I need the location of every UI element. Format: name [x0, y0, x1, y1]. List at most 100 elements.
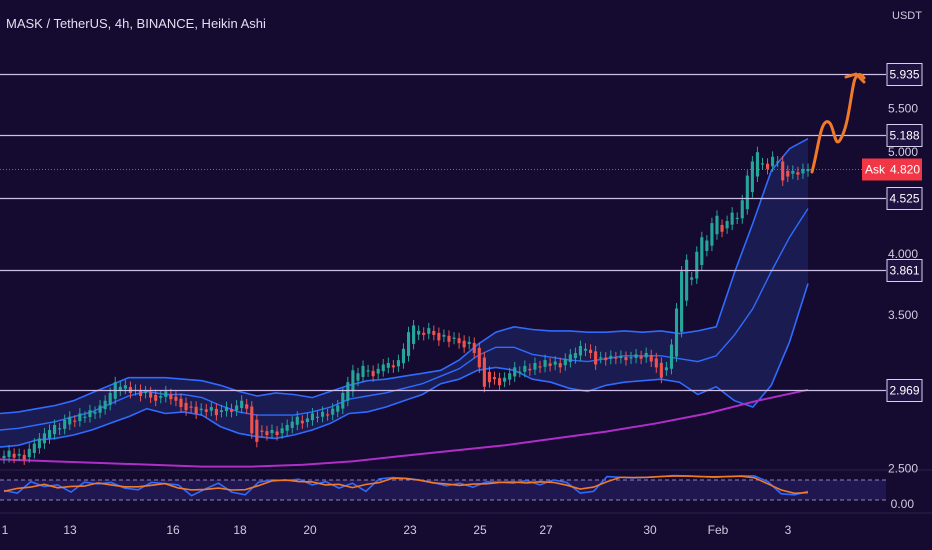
candle-body[interactable]: [53, 424, 57, 435]
candle-body[interactable]: [477, 347, 481, 368]
candle-body[interactable]: [508, 373, 512, 380]
candle-body[interactable]: [649, 355, 653, 362]
candle-body[interactable]: [462, 340, 466, 348]
projection-arrowhead[interactable]: [844, 72, 866, 84]
candle-body[interactable]: [720, 224, 724, 232]
candle-body[interactable]: [765, 163, 770, 169]
candle-body[interactable]: [705, 240, 709, 251]
candle-body[interactable]: [169, 394, 173, 400]
candle-body[interactable]: [118, 386, 122, 391]
candle-body[interactable]: [604, 357, 608, 361]
candle-body[interactable]: [599, 357, 603, 359]
candle-body[interactable]: [42, 433, 47, 444]
candle-body[interactable]: [492, 377, 497, 380]
candle-body[interactable]: [295, 416, 299, 425]
candle-body[interactable]: [174, 396, 178, 401]
candle-body[interactable]: [548, 363, 552, 366]
candle-body[interactable]: [386, 363, 390, 368]
candle-body[interactable]: [240, 400, 244, 408]
candle-body[interactable]: [750, 161, 754, 193]
candle-body[interactable]: [98, 405, 102, 413]
candle-body[interactable]: [568, 354, 572, 362]
candle-body[interactable]: [78, 413, 82, 422]
candle-body[interactable]: [199, 408, 203, 411]
candle-body[interactable]: [715, 215, 719, 235]
candle-body[interactable]: [786, 170, 790, 177]
candle-body[interactable]: [255, 419, 259, 442]
candle-body[interactable]: [801, 168, 805, 174]
candle-body[interactable]: [194, 406, 198, 414]
candle-body[interactable]: [346, 382, 350, 401]
candle-body[interactable]: [806, 168, 810, 172]
candle-body[interactable]: [331, 408, 335, 415]
candle-body[interactable]: [735, 217, 739, 220]
candle-body[interactable]: [614, 357, 618, 359]
candle-body[interactable]: [634, 354, 638, 358]
candle-body[interactable]: [245, 404, 249, 409]
candle-body[interactable]: [594, 351, 598, 365]
candle-body[interactable]: [93, 411, 97, 414]
candle-body[interactable]: [558, 363, 562, 368]
candle-body[interactable]: [300, 420, 304, 424]
candle-body[interactable]: [401, 348, 406, 364]
candle-body[interactable]: [179, 398, 183, 408]
candle-body[interactable]: [700, 237, 704, 265]
candle-body[interactable]: [361, 365, 365, 377]
candle-body[interactable]: [321, 411, 325, 417]
candle-body[interactable]: [624, 356, 628, 361]
candle-body[interactable]: [740, 200, 744, 219]
candle-body[interactable]: [543, 360, 547, 367]
candle-body[interactable]: [83, 416, 87, 418]
candle-body[interactable]: [356, 373, 360, 381]
candle-body[interactable]: [583, 348, 588, 351]
candle-body[interactable]: [214, 408, 218, 416]
candle-body[interactable]: [376, 368, 380, 374]
candle-body[interactable]: [695, 251, 699, 279]
candle-body[interactable]: [149, 392, 153, 398]
candle-body[interactable]: [219, 410, 223, 412]
candle-body[interactable]: [639, 356, 643, 359]
candle-body[interactable]: [22, 454, 26, 460]
candle-body[interactable]: [275, 431, 279, 436]
candle-body[interactable]: [336, 405, 340, 412]
candles[interactable]: [2, 146, 810, 465]
candle-body[interactable]: [154, 394, 158, 401]
candle-body[interactable]: [123, 385, 127, 389]
candle-body[interactable]: [47, 429, 52, 439]
candle-body[interactable]: [209, 407, 213, 411]
candle-body[interactable]: [442, 334, 446, 337]
candle-body[interactable]: [63, 420, 67, 429]
candle-body[interactable]: [396, 360, 400, 367]
candle-body[interactable]: [341, 392, 345, 409]
candle-body[interactable]: [27, 448, 31, 458]
candle-body[interactable]: [422, 332, 426, 335]
candle-body[interactable]: [437, 332, 441, 341]
candle-body[interactable]: [432, 330, 436, 335]
candle-body[interactable]: [553, 361, 557, 365]
candle-body[interactable]: [457, 338, 461, 344]
candle-body[interactable]: [776, 161, 780, 163]
candle-body[interactable]: [760, 163, 765, 165]
candle-body[interactable]: [745, 175, 749, 210]
candle-body[interactable]: [487, 371, 491, 383]
candle-body[interactable]: [664, 367, 668, 371]
candle-body[interactable]: [73, 420, 77, 422]
candle-body[interactable]: [771, 156, 775, 167]
candle-body[interactable]: [285, 424, 289, 431]
candle-body[interactable]: [235, 405, 239, 411]
candle-body[interactable]: [204, 409, 208, 412]
candle-body[interactable]: [290, 421, 294, 428]
candle-body[interactable]: [32, 443, 36, 453]
candle-body[interactable]: [710, 223, 714, 246]
candle-body[interactable]: [224, 407, 229, 412]
candle-body[interactable]: [497, 378, 502, 386]
candle-body[interactable]: [578, 345, 583, 356]
annotation-path[interactable]: [810, 72, 866, 174]
candle-body[interactable]: [680, 271, 684, 332]
candle-body[interactable]: [159, 396, 163, 398]
candle-body[interactable]: [533, 363, 537, 370]
candle-body[interactable]: [796, 172, 800, 175]
candle-body[interactable]: [518, 371, 522, 373]
candle-body[interactable]: [310, 413, 315, 421]
candle-body[interactable]: [503, 377, 507, 382]
